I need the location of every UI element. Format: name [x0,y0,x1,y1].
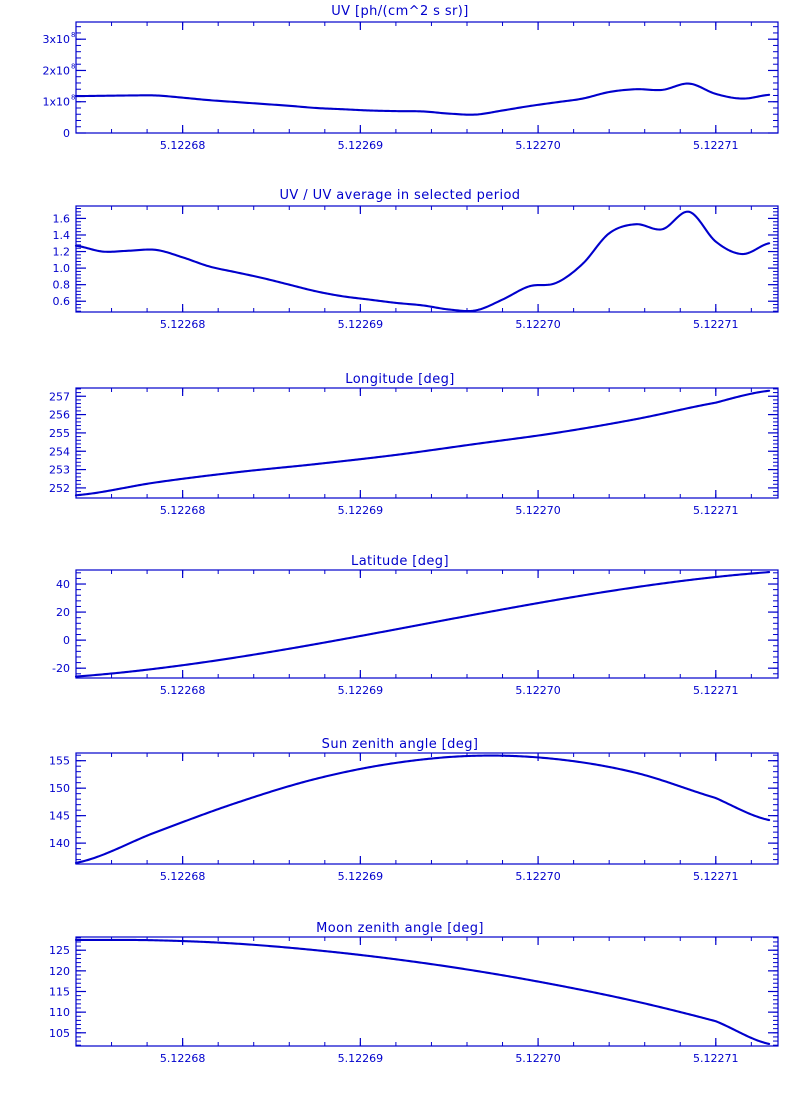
x-tick-label: 5.12268 [160,504,206,517]
x-tick-label: 5.12269 [338,1052,384,1065]
y-tick-label: 257 [49,390,70,403]
x-tick-label: 5.12268 [160,1052,206,1065]
y-tick-label: 256 [49,409,70,422]
y-tick-label: 1x10 [42,96,70,109]
y-tick-label: 115 [49,986,70,999]
y-tick-exponent: 8 [71,31,75,39]
x-tick-label: 5.12270 [515,139,561,152]
x-tick-label: 5.12269 [338,684,384,697]
y-tick-label: 20 [56,606,70,619]
x-tick-label: 5.12268 [160,684,206,697]
y-tick-label: 0.6 [53,295,71,308]
y-tick-label: 254 [49,445,70,458]
y-tick-label: 150 [49,782,70,795]
y-tick-exponent: 8 [71,94,75,102]
y-tick-label: 3x10 [42,33,70,46]
y-tick-label: 0 [63,634,70,647]
y-tick-label: 2x10 [42,64,70,77]
x-tick-label: 5.12271 [693,1052,739,1065]
x-tick-label: 5.12270 [515,1052,561,1065]
x-tick-label: 5.12271 [693,684,739,697]
data-series-line [74,938,771,1045]
panel-title-2: UV / UV average in selected period [279,188,521,203]
panel-title-6: Moon zenith angle [deg] [316,921,484,936]
x-tick-label: 5.12271 [693,870,739,883]
y-tick-exponent: 8 [71,62,75,70]
x-tick-label: 5.12268 [160,318,206,331]
x-tick-label: 5.12271 [693,139,739,152]
y-tick-label: 255 [49,427,70,440]
data-series-line [74,389,771,497]
y-tick-label: 1.6 [53,212,71,225]
x-tick-label: 5.12269 [338,870,384,883]
data-series-line [74,210,771,313]
y-tick-label: 110 [49,1006,70,1019]
x-tick-label: 5.12268 [160,139,206,152]
y-tick-label: 155 [49,755,70,768]
y-tick-label: -20 [52,662,70,675]
y-tick-label: 140 [49,837,70,850]
y-tick-label: 1.4 [53,229,71,242]
panel-title-4: Latitude [deg] [351,554,449,569]
y-tick-label: 252 [49,482,70,495]
x-tick-label: 5.12269 [338,504,384,517]
y-tick-label: 120 [49,965,70,978]
x-tick-label: 5.12269 [338,318,384,331]
x-tick-label: 5.12268 [160,870,206,883]
panel-title-3: Longitude [deg] [345,372,455,387]
x-tick-label: 5.12270 [515,870,561,883]
panel-title-1: UV [ph/(cm^2 s sr)] [331,4,469,19]
y-tick-label: 1.0 [53,262,71,275]
x-tick-label: 5.12271 [693,504,739,517]
data-series-line [74,754,771,864]
y-tick-label: 40 [56,578,70,591]
y-tick-label: 105 [49,1027,70,1040]
data-series-line [74,571,771,678]
y-tick-label: 1.2 [53,246,71,259]
x-tick-label: 5.12270 [515,504,561,517]
y-tick-label: 125 [49,944,70,957]
y-tick-label: 145 [49,810,70,823]
data-series-line [74,82,771,116]
x-tick-label: 5.12270 [515,318,561,331]
x-tick-label: 5.12270 [515,684,561,697]
panel-title-5: Sun zenith angle [deg] [321,737,479,752]
x-tick-label: 5.12271 [693,318,739,331]
x-tick-label: 5.12269 [338,139,384,152]
y-tick-label: 0 [63,127,70,140]
y-tick-label: 0.8 [53,279,71,292]
y-tick-label: 253 [49,464,70,477]
